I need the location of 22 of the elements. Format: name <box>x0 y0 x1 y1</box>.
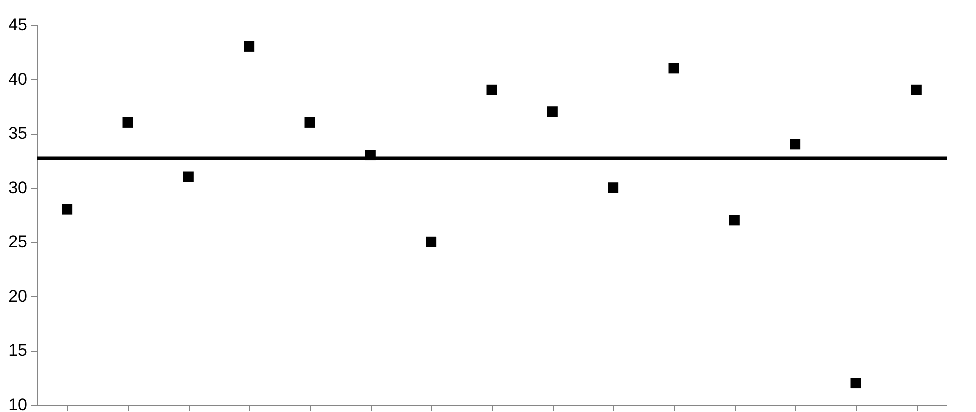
y-tick-label: 45 <box>8 16 28 34</box>
y-tick-label: 15 <box>8 341 28 360</box>
point <box>62 204 73 215</box>
point <box>547 106 558 118</box>
point <box>426 236 437 248</box>
point <box>790 139 801 150</box>
point <box>911 84 922 96</box>
y-tick-label: 25 <box>8 232 28 252</box>
point <box>122 117 134 128</box>
point <box>850 378 862 389</box>
point <box>668 63 680 74</box>
y-tick-label: 10 <box>8 396 28 412</box>
point <box>729 215 740 226</box>
y-tick-label: 20 <box>8 286 28 306</box>
point <box>486 84 498 96</box>
point <box>244 41 255 52</box>
y-tick-label: 30 <box>8 178 28 198</box>
y-tick-label: 40 <box>8 70 28 89</box>
point <box>304 117 316 128</box>
y-tick-label: 35 <box>8 124 28 144</box>
point <box>608 182 619 194</box>
point <box>183 172 194 182</box>
